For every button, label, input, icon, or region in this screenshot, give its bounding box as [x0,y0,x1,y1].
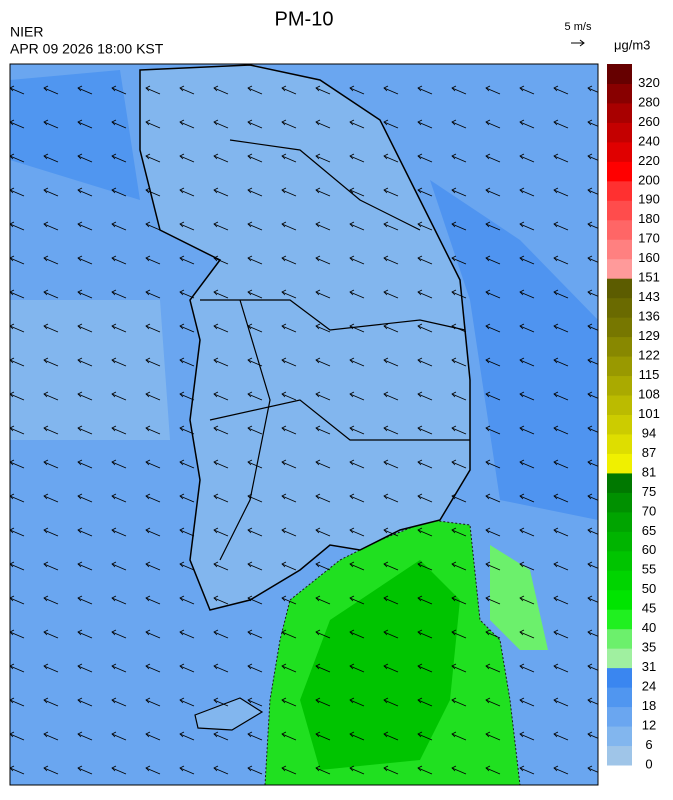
colorbar-segment [607,472,632,493]
colorbar-label: 94 [642,425,656,440]
colorbar-label: 170 [638,231,660,246]
colorbar-label: 180 [638,211,660,226]
colorbar-label: 320 [638,75,660,90]
colorbar-segment [607,589,632,610]
colorbar-label: 220 [638,153,660,168]
colorbar-segment [607,726,632,747]
colorbar-segment [607,706,632,727]
colorbar-segment [607,161,632,182]
colorbar-label: 18 [642,698,656,713]
colorbar-segment [607,200,632,221]
colorbar-label: 151 [638,270,660,285]
colorbar-segment [607,550,632,571]
colorbar-label: 240 [638,133,660,148]
title: PM-10 [275,8,334,30]
colorbar-label: 31 [642,659,656,674]
colorbar-segment [607,64,632,84]
colorbar-segment [607,745,632,766]
colorbar-label: 65 [642,523,656,538]
colorbar-label: 60 [642,542,656,557]
colorbar-segment [607,531,632,552]
colorbar-segment [607,297,632,318]
wind-scale-label: 5 m/s [565,21,592,33]
colorbar-label: 45 [642,601,656,616]
colorbar-label: 0 [645,756,652,771]
colorbar-label: 129 [638,328,660,343]
colorbar-label: 55 [642,562,656,577]
colorbar-label: 160 [638,250,660,265]
colorbar-segment [607,648,632,669]
colorbar-segment [607,356,632,377]
colorbar-label: 35 [642,640,656,655]
map-frame [9,63,599,786]
colorbar-segment [607,453,632,474]
colorbar-segment [607,667,632,688]
colorbar-segment [607,687,632,708]
colorbar-label: 70 [642,503,656,518]
colorbar-label: 75 [642,484,656,499]
colorbar-segment [607,122,632,143]
colorbar-segment [607,141,632,162]
colorbar-label: 136 [638,309,660,324]
colorbar-segment [607,511,632,532]
colorbar-label: 40 [642,620,656,635]
colorbar-segment [607,180,632,201]
colorbar-label: 122 [638,348,660,363]
colorbar-label: 101 [638,406,660,421]
colorbar-segment [607,219,632,240]
colorbar-segment [607,317,632,338]
unit: μg/m3 [614,37,650,52]
colorbar-label: 6 [645,737,652,752]
colorbar-segment [607,609,632,630]
colorbar-label: 12 [642,717,656,732]
colorbar-segment [607,239,632,260]
colorbar-segment [607,395,632,415]
datetime: APR 09 2026 18:00 KST [10,41,164,57]
colorbar-segment [607,433,632,454]
colorbar-segment [607,628,632,649]
colorbar-segment [607,278,632,299]
colorbar-label: 190 [638,192,660,207]
colorbar-label: 108 [638,386,660,401]
colorbar-segment [607,570,632,591]
colorbar-segment [607,336,632,357]
wind-scale-arrow [571,39,585,47]
colorbar-segment [607,492,632,513]
colorbar-label: 143 [638,289,660,304]
colorbar-label: 50 [642,581,656,596]
colorbar-label: 280 [638,94,660,109]
colorbar-label: 115 [639,367,660,382]
colorbar-segment [607,258,632,279]
colorbar-segment [607,83,632,104]
colorbar-segment [607,375,632,396]
colorbar-label: 260 [638,114,660,129]
colorbar-label: 87 [642,445,656,460]
colorbar-segment [607,414,632,435]
colorbar-label: 200 [638,172,660,187]
agency: NIER [10,24,43,40]
colorbar-label: 81 [642,464,656,479]
colorbar-label: 24 [642,679,656,694]
colorbar-segment [607,102,632,123]
map [10,64,598,785]
